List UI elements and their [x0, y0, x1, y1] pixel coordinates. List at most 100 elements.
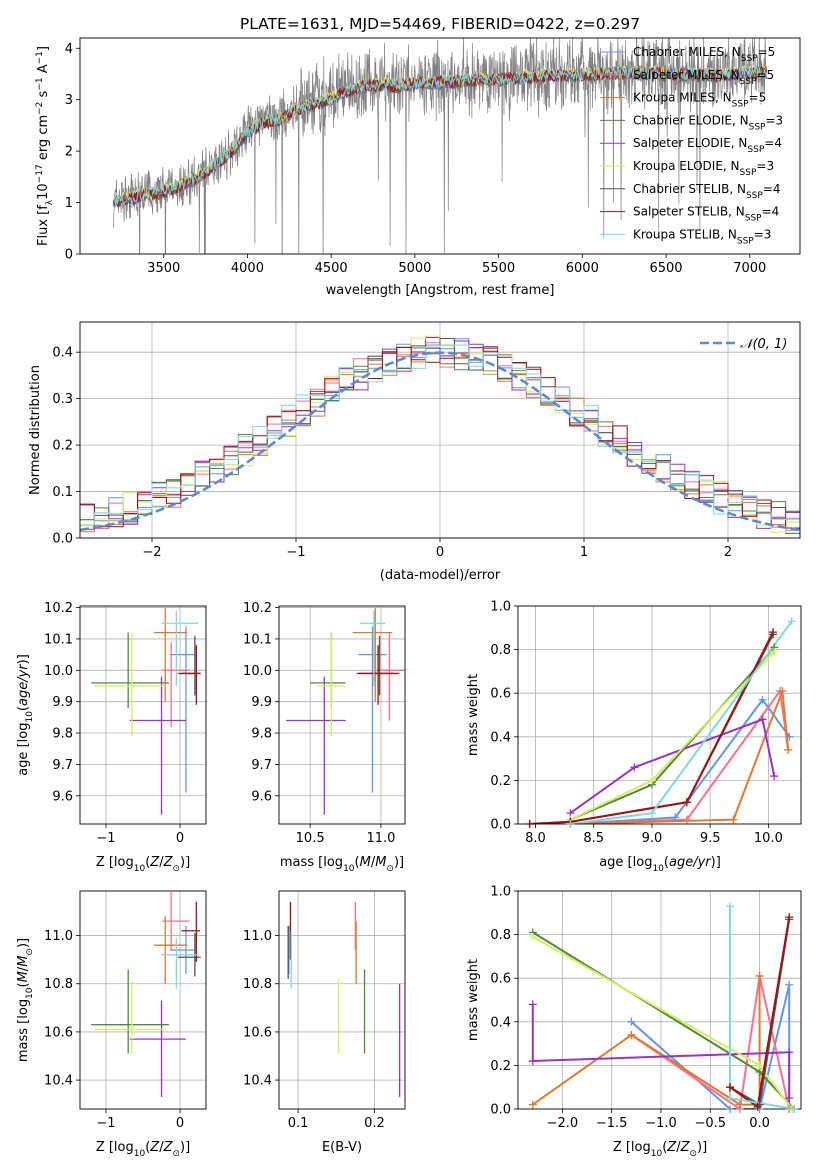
label-part: / — [16, 966, 31, 971]
point-marker — [755, 1061, 764, 1070]
label-part: M — [16, 956, 31, 967]
x-tick-label: 6000 — [566, 261, 599, 276]
point-marker — [671, 813, 680, 822]
label-part: 10 — [651, 1149, 663, 1159]
x-tick-label: 4500 — [315, 261, 348, 276]
point-marker — [790, 1105, 799, 1113]
label-part: mass [log — [280, 855, 343, 870]
point-marker — [769, 628, 778, 637]
x-axis-label: mass [log10(M/M⊙)] — [280, 855, 404, 874]
plot-area — [80, 606, 206, 824]
label-part: age [log — [16, 723, 31, 776]
x-tick-label: 1 — [580, 545, 588, 560]
label-part: Z — [680, 1140, 691, 1155]
label-part: Kroupa STELIB, N — [633, 227, 737, 241]
point-marker — [770, 772, 779, 781]
label-part: 10 — [134, 864, 146, 874]
label-part: Kroupa ELODIE, N — [633, 159, 740, 173]
label-part: )] — [180, 1140, 190, 1155]
plot-area — [113, 38, 767, 254]
legend-label: Kroupa ELODIE, NSSP=3 — [633, 159, 774, 178]
x-tick-label: −1 — [96, 1116, 115, 1131]
label-part: Kroupa MILES, N — [633, 91, 732, 105]
label-part: 10 — [134, 1149, 146, 1159]
y-tick-label: 0.3 — [52, 392, 73, 407]
point-marker — [726, 1105, 735, 1113]
point-marker — [528, 932, 537, 941]
axes-frame — [79, 37, 801, 255]
y-tick-label: 0.2 — [52, 439, 73, 454]
x-tick-label: 8.0 — [525, 831, 546, 846]
point-marker — [787, 617, 796, 626]
label-part: ⊙ — [386, 864, 394, 874]
y-tick-label: 10.8 — [44, 977, 73, 992]
y-tick-label: 0.2 — [490, 774, 511, 789]
label-part: SSP — [745, 214, 762, 224]
label-part: Z — [149, 1140, 160, 1155]
y-tick-label: 0.8 — [490, 928, 511, 943]
label-part: Salpeter ELODIE, N — [633, 136, 747, 150]
panel-spectrum: 3500 4000 4500 5000 5500 6000 6500 7000 0 1 2 3 4 wav… — [35, 37, 801, 298]
y-tick-label: 0.0 — [490, 1103, 511, 1118]
axes-frame — [517, 605, 802, 825]
label-part: −17 — [35, 164, 45, 183]
axes-frame — [79, 605, 207, 825]
legend-label: Kroupa STELIB, NSSP=3 — [633, 227, 771, 246]
label-part: SSP — [747, 145, 764, 155]
y-tick-label: 0.0 — [490, 818, 511, 833]
label-part: ( — [355, 855, 360, 870]
point-marker — [726, 1094, 735, 1103]
point-marker — [785, 980, 794, 989]
legend-label: 𝒩(0, 1) — [740, 337, 787, 352]
label-part: ( — [145, 1140, 150, 1155]
label-part: 10 — [25, 987, 35, 999]
point-marker — [729, 815, 738, 824]
x-axis-label: (data-model)/error — [380, 568, 501, 583]
legend-label: Chabrier STELIB, NSSP=4 — [633, 182, 781, 201]
label-part: Z [log — [613, 1140, 651, 1155]
series-kroupa-miles — [570, 690, 790, 824]
x-tick-label: 0 — [436, 545, 444, 560]
y-tick-label: 10.2 — [243, 601, 272, 616]
series-salpeter-stelib — [529, 631, 774, 824]
histogram-salpeter-stelib — [80, 347, 800, 529]
point-marker — [630, 763, 639, 772]
point-marker — [785, 1048, 794, 1057]
label-part: age/yr — [16, 663, 31, 706]
histogram-kroupa-stelib — [80, 344, 800, 526]
label-part: −2 — [35, 102, 45, 115]
panel-mass-weight-vs-Z: −2.0 −1.5 −1.0 −0.5 0.0 0.0 0.2 0.4 0.6 0.8 1.0 Z [… — [466, 885, 802, 1159]
label-part: SSP — [737, 236, 754, 246]
label-part: SSP — [741, 54, 758, 64]
y-tick-label: 2 — [65, 145, 73, 160]
label-part: SSP — [746, 191, 763, 201]
panel-age-vs-Z: −1 09.69.79.89.910.010.110.2Z [log10(Z/Z⊙… — [16, 601, 207, 874]
point-marker — [528, 1000, 537, 1009]
x-tick-label: 4000 — [231, 261, 264, 276]
y-tick-label: 9.8 — [52, 727, 73, 742]
label-part: SSP — [740, 77, 757, 87]
label-part: ( — [664, 855, 669, 870]
y-tick-label: 9.6 — [52, 789, 73, 804]
label-part: 10 — [652, 864, 664, 874]
point-marker — [528, 1100, 537, 1109]
plot-area — [279, 606, 405, 824]
label-part: =5 — [749, 91, 767, 105]
point-marker — [647, 776, 656, 785]
x-axis-label: Z [log10(Z/Z⊙)] — [613, 1140, 707, 1159]
label-part: =5 — [756, 68, 774, 82]
label-part: M — [16, 971, 31, 982]
x-tick-label: 11.0 — [366, 831, 395, 846]
x-tick-label: −0.5 — [694, 1116, 726, 1131]
label-part: =5 — [758, 45, 776, 59]
axes-frame — [278, 890, 406, 1110]
label-part: Flux [f — [36, 205, 51, 246]
point-marker — [726, 902, 735, 911]
plot-area — [80, 322, 800, 538]
label-part: 10 — [25, 711, 35, 723]
label-part: M — [375, 855, 386, 870]
label-part: SSP — [732, 100, 749, 110]
point-marker — [682, 815, 691, 824]
y-tick-label: 10.4 — [243, 1074, 272, 1089]
label-part: )] — [16, 654, 31, 664]
